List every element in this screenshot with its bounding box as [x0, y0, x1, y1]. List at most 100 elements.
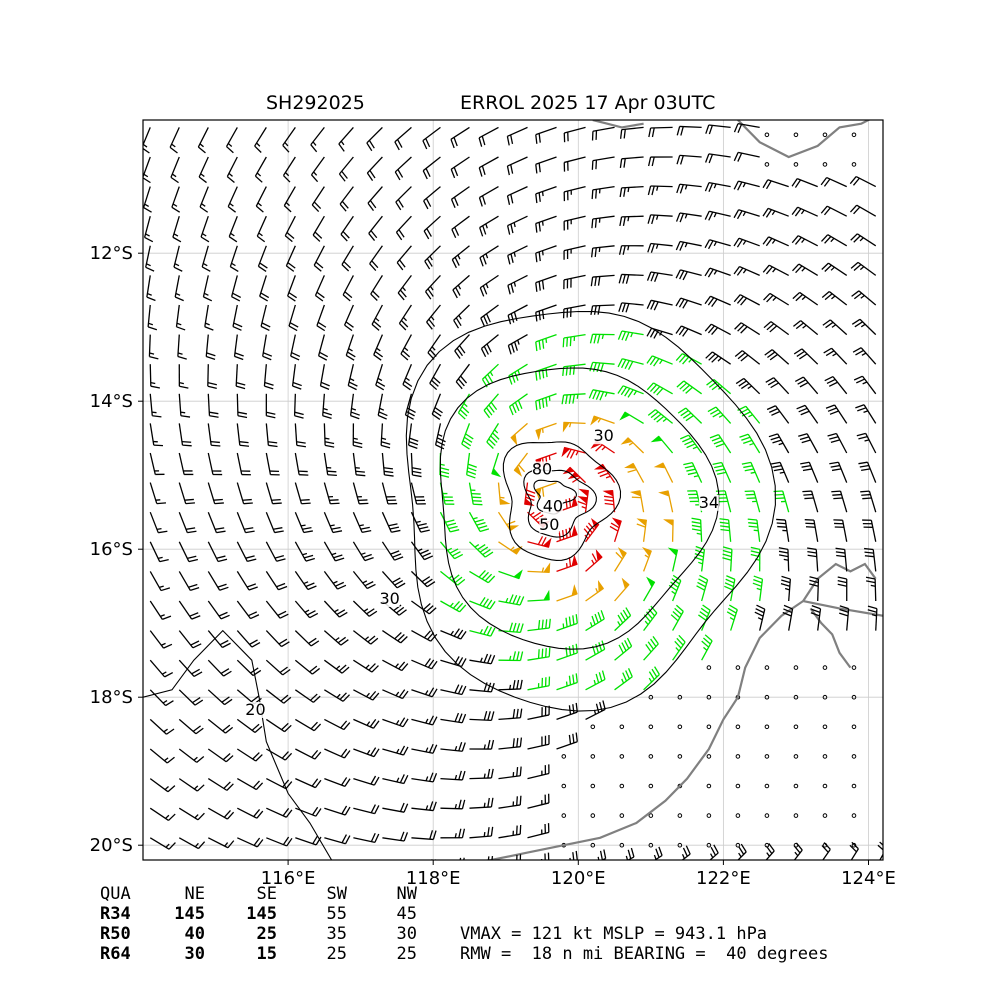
table-header-se: SE	[256, 884, 277, 904]
wind-barb	[839, 605, 850, 631]
wind-barb	[207, 482, 224, 505]
table-row-label: R64	[100, 944, 131, 964]
wind-barb	[561, 446, 586, 459]
calm-marker	[619, 754, 625, 759]
wind-barb	[675, 240, 702, 251]
calm-marker	[561, 813, 567, 818]
wind-barb	[143, 186, 152, 213]
wind-barb	[397, 275, 412, 301]
wind-barb	[294, 452, 309, 476]
wind-barb	[498, 766, 522, 780]
wind-barb	[591, 126, 615, 141]
wind-barb	[425, 274, 441, 300]
wind-barb	[823, 347, 848, 365]
calm-marker	[677, 842, 683, 848]
table-header-ne: NE	[184, 884, 205, 904]
wind-barb	[207, 748, 234, 763]
wind-barb	[265, 423, 278, 448]
wind-barb	[617, 385, 644, 398]
wind-barb	[478, 156, 499, 177]
wind-barb	[851, 290, 877, 306]
calm-marker	[648, 783, 654, 789]
table-cell: 15	[256, 944, 277, 964]
wind-barb	[410, 482, 426, 505]
wind-barb	[709, 844, 719, 860]
wind-barb	[450, 156, 470, 179]
wind-barb	[381, 600, 407, 616]
calm-marker	[851, 132, 857, 138]
wind-barb	[461, 423, 474, 450]
wind-barb	[479, 274, 499, 297]
wind-barb	[440, 770, 466, 781]
wind-barb	[207, 423, 221, 447]
wind-barb	[577, 488, 589, 513]
wind-barb	[294, 689, 321, 703]
wind-barb	[207, 600, 230, 620]
calm-marker	[822, 754, 828, 759]
wind-barb	[395, 186, 412, 211]
wind-barb	[411, 743, 438, 754]
calm-marker	[822, 162, 828, 167]
wind-barb	[323, 571, 347, 590]
wind-barb	[618, 273, 644, 284]
contour-label: 20	[245, 700, 265, 719]
wind-barb	[535, 481, 557, 500]
wind-barb	[513, 452, 529, 477]
calm-marker	[851, 694, 857, 700]
wind-barb	[459, 857, 465, 860]
wind-barb	[780, 575, 791, 602]
wind-barb	[295, 718, 322, 732]
wind-barb	[255, 186, 267, 213]
wind-barb	[762, 264, 789, 276]
wind-barb	[439, 511, 460, 533]
wind-barb	[341, 245, 354, 272]
calm-marker	[793, 724, 799, 730]
wind-barb	[855, 404, 877, 424]
wind-barb	[556, 643, 578, 661]
calm-marker	[822, 813, 828, 818]
wind-barb	[352, 570, 376, 590]
calm-marker	[735, 754, 741, 759]
wind-barb	[316, 304, 327, 332]
wind-barb	[207, 511, 226, 534]
wind-barb	[324, 689, 350, 702]
calm-marker	[590, 842, 596, 848]
wind-barb	[469, 653, 496, 665]
wind-barb	[324, 748, 351, 759]
wind-barb	[679, 434, 703, 454]
wind-barb	[733, 180, 760, 191]
wind-barb	[201, 245, 211, 272]
wind-barb	[452, 274, 470, 299]
wind-barb	[230, 275, 242, 302]
wind-barb	[291, 364, 302, 390]
calm-marker	[706, 754, 712, 759]
wind-barb	[763, 321, 790, 336]
wind-barb	[352, 511, 372, 534]
wind-barb	[824, 376, 848, 395]
wind-barb	[535, 185, 557, 204]
wind-barb	[835, 547, 848, 572]
wind-barb	[820, 176, 847, 188]
wind-barb	[178, 393, 191, 418]
wind-barb	[149, 541, 169, 563]
wind-barb	[585, 640, 606, 661]
wind-barb	[381, 452, 394, 477]
wind-barb	[696, 574, 709, 602]
wind-barb	[453, 304, 470, 329]
wind-barb	[382, 689, 409, 700]
calm-marker	[619, 842, 625, 848]
wind-barb	[237, 807, 264, 819]
wind-barb	[411, 830, 437, 841]
wind-barb	[704, 181, 731, 193]
wind-barb	[440, 712, 467, 724]
wind-barb	[770, 461, 790, 483]
wind-barb	[294, 423, 307, 448]
calm-marker	[648, 724, 654, 730]
wind-barb	[429, 363, 442, 391]
wind-barb	[469, 710, 495, 722]
calm-marker	[561, 783, 567, 789]
wind-barb	[793, 842, 803, 860]
wind-barb	[704, 239, 731, 250]
wind-barb	[381, 482, 398, 505]
